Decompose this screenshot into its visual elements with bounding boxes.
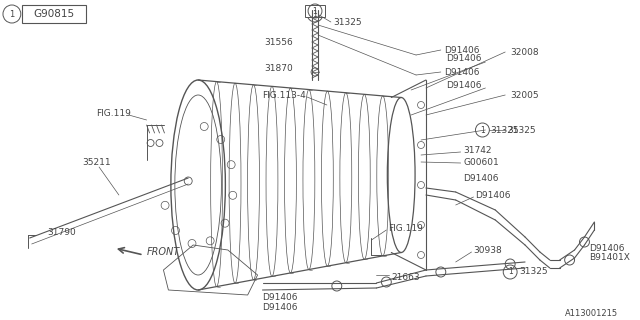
Text: 1: 1 <box>313 6 317 15</box>
Text: D91406: D91406 <box>446 81 481 90</box>
Text: D91406: D91406 <box>463 173 499 182</box>
Text: D91406: D91406 <box>444 68 479 76</box>
Text: 31325: 31325 <box>490 125 519 134</box>
Text: G00601: G00601 <box>463 157 499 166</box>
Text: B91401X: B91401X <box>589 253 630 262</box>
Text: FRONT: FRONT <box>147 247 180 257</box>
Text: 31325: 31325 <box>508 125 536 134</box>
Text: 31556: 31556 <box>264 37 293 46</box>
Text: A113001215: A113001215 <box>564 308 618 317</box>
Text: D91406: D91406 <box>589 244 625 252</box>
Text: 31870: 31870 <box>264 63 293 73</box>
Text: D91406: D91406 <box>476 190 511 199</box>
Text: FIG.113-4: FIG.113-4 <box>262 91 307 100</box>
Text: G90815: G90815 <box>33 9 74 19</box>
Text: 30938: 30938 <box>474 245 502 254</box>
Text: D91406: D91406 <box>262 303 298 313</box>
Text: FIG.119: FIG.119 <box>96 108 131 117</box>
Text: 1: 1 <box>508 268 513 276</box>
Text: D91406: D91406 <box>444 45 479 54</box>
Text: D91406: D91406 <box>262 293 298 302</box>
Text: FIG.119: FIG.119 <box>388 223 423 233</box>
Bar <box>305 5 325 17</box>
Text: D91406: D91406 <box>446 53 481 62</box>
Text: 1: 1 <box>480 125 485 134</box>
Text: 31742: 31742 <box>463 146 492 155</box>
Text: 32005: 32005 <box>510 91 539 100</box>
Bar <box>22 5 86 23</box>
Text: 21663: 21663 <box>391 274 420 283</box>
Text: 35211: 35211 <box>82 157 111 166</box>
Text: 31325: 31325 <box>333 18 362 27</box>
Text: 32008: 32008 <box>510 47 539 57</box>
Text: 1: 1 <box>312 10 317 19</box>
Text: 31325: 31325 <box>519 268 548 276</box>
Text: 31790: 31790 <box>47 228 76 236</box>
Text: 1: 1 <box>9 10 15 19</box>
